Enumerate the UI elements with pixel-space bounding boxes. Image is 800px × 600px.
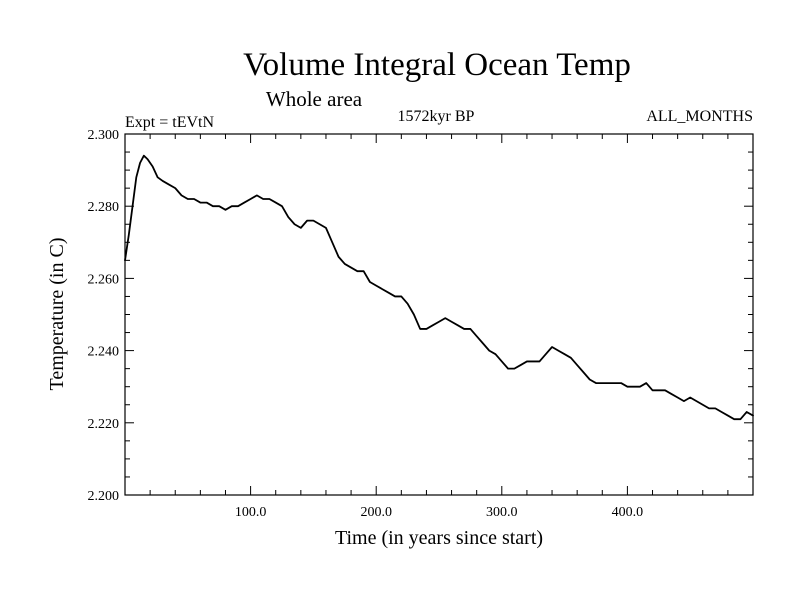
- y-tick-label: 2.280: [88, 200, 120, 215]
- months-label: ALL_MONTHS: [646, 108, 753, 125]
- x-tick-label: 300.0: [486, 505, 518, 520]
- chart-title: Volume Integral Ocean Temp: [243, 47, 631, 83]
- y-axis-label: Temperature (in C): [46, 238, 68, 391]
- experiment-label: Expt = tEVtN: [125, 114, 214, 131]
- period-label: 1572kyr BP: [398, 108, 475, 125]
- plot-frame: [124, 133, 754, 496]
- y-tick-label: 2.300: [88, 128, 120, 143]
- x-tick-label: 400.0: [612, 505, 644, 520]
- y-tick-label: 2.240: [88, 345, 120, 360]
- x-tick-label: 100.0: [235, 505, 267, 520]
- y-tick-label: 2.260: [88, 272, 120, 287]
- x-axis-label: Time (in years since start): [335, 527, 543, 549]
- series-line-tEVtN: [124, 154, 754, 421]
- axes: 2.200 2.220 2.240 2.260 2.280 2.300 100.0 200.0…: [88, 128, 753, 520]
- y-tick-label: 2.220: [88, 417, 120, 432]
- x-tick-label: 200.0: [360, 505, 392, 520]
- series-layer: [124, 154, 754, 421]
- chart-subtitle: Whole area: [266, 87, 363, 111]
- y-tick-label: 2.200: [88, 489, 120, 504]
